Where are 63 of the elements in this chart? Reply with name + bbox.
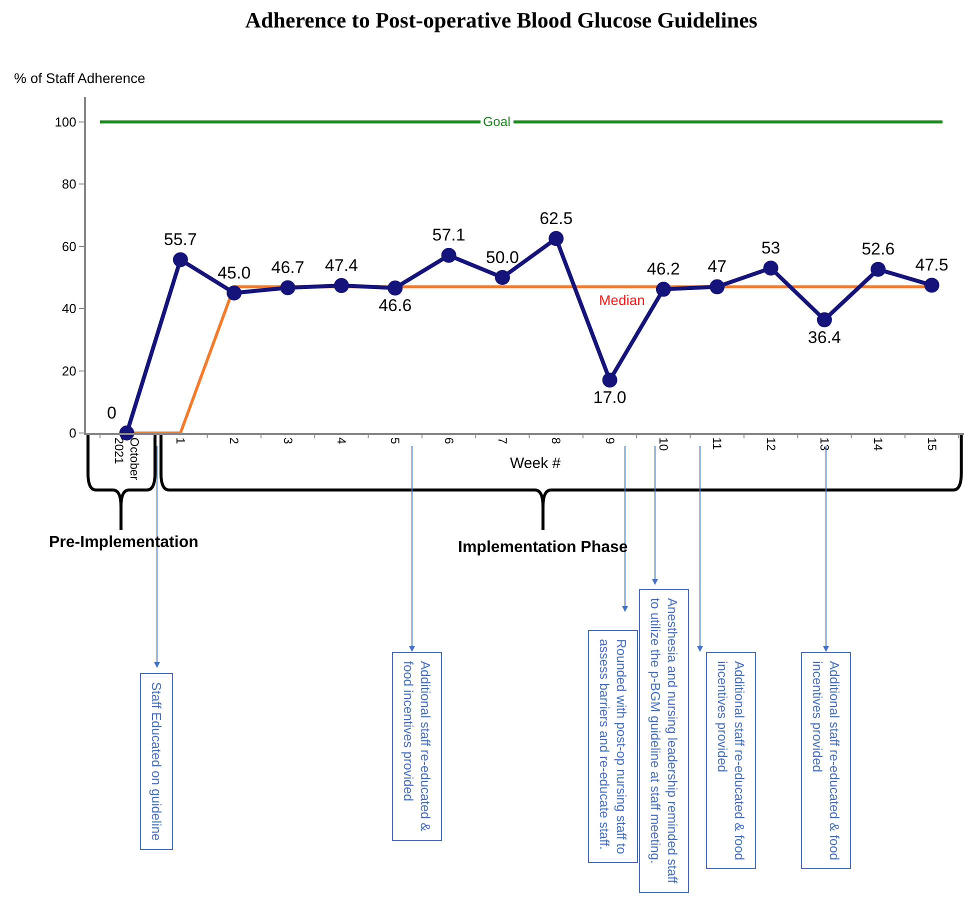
point <box>924 278 940 293</box>
x-tick-label: 15 <box>924 437 939 452</box>
data-label: 0 <box>106 403 116 422</box>
data-label: 50.0 <box>486 248 520 267</box>
data-label: 57.1 <box>432 226 466 245</box>
text: Additional staff re-educated & food incentives provided <box>401 661 433 832</box>
x-tick-label: 10 <box>656 437 671 452</box>
data-label: 55.7 <box>164 230 197 250</box>
y-tick-label: 40 <box>62 301 76 316</box>
y-tick-label: 60 <box>62 238 76 254</box>
x-tick-label: 2 <box>227 437 242 444</box>
data-label: 45.0 <box>218 263 251 282</box>
point <box>172 252 188 268</box>
x-tick-label: 7 <box>496 437 510 444</box>
x-axis-title: Week # <box>510 455 562 472</box>
x-tick-label: 3 <box>280 437 295 444</box>
point <box>280 280 296 296</box>
point <box>441 248 456 263</box>
data-label: 46.7 <box>271 258 304 278</box>
data-label: 52.6 <box>862 240 895 259</box>
point <box>494 270 510 285</box>
series-label: Median <box>599 292 645 308</box>
y-axis-title: % of Staff Adherence <box>14 70 146 86</box>
data-label: 47.5 <box>915 256 948 275</box>
point <box>870 262 886 277</box>
point <box>548 231 564 246</box>
data-label: 47.4 <box>324 256 358 275</box>
data-label: 53 <box>761 238 780 258</box>
data-label: 46.6 <box>378 296 412 316</box>
x-tick-label: 9 <box>602 437 617 444</box>
chart-title: Adherence to Post-operative Blood Glucose Guidelines <box>245 8 758 33</box>
data-label: 36.4 <box>808 328 842 347</box>
point <box>710 279 725 294</box>
x-tick-label: 4 <box>334 437 349 444</box>
text: Rounded with post-op nursing staff to assess barriers and re-educate staff. <box>597 639 629 854</box>
point <box>226 286 242 300</box>
point <box>388 280 403 296</box>
point <box>763 260 778 276</box>
x-tick-label: 6 <box>442 437 456 444</box>
point <box>334 278 349 294</box>
data-label: 47 <box>708 257 727 276</box>
point <box>656 282 671 297</box>
text: Anesthesia and nursing leadership reminded staff to utilize the p-BGM guideline at staff meeting. <box>648 598 680 884</box>
text: Staff Educated on guideline <box>149 682 164 841</box>
data-label: 62.5 <box>540 208 573 228</box>
y-tick-label: 0 <box>69 426 76 441</box>
point <box>602 372 618 388</box>
x-tick-label: 14 <box>871 437 886 452</box>
x-tick-label: 1 <box>174 437 188 444</box>
data-label: 46.2 <box>646 260 680 279</box>
data-label: 17.0 <box>593 388 626 408</box>
x-tick-label: 13 <box>818 437 832 452</box>
x-tick-label: 8 <box>549 437 564 444</box>
x-tick-label: 12 <box>764 437 778 452</box>
x-tick-label: October 2021 <box>112 437 142 480</box>
ref-line-label: Goal <box>483 114 511 129</box>
y-tick-label: 20 <box>62 363 76 378</box>
point <box>816 312 832 328</box>
x-tick-label: 5 <box>388 437 402 444</box>
x-tick-label: 11 <box>710 437 724 450</box>
text: Additional staff re-educated & food incentives provided <box>715 661 747 860</box>
y-tick-label: 80 <box>62 176 76 192</box>
y-tick-label: 100 <box>54 114 76 130</box>
